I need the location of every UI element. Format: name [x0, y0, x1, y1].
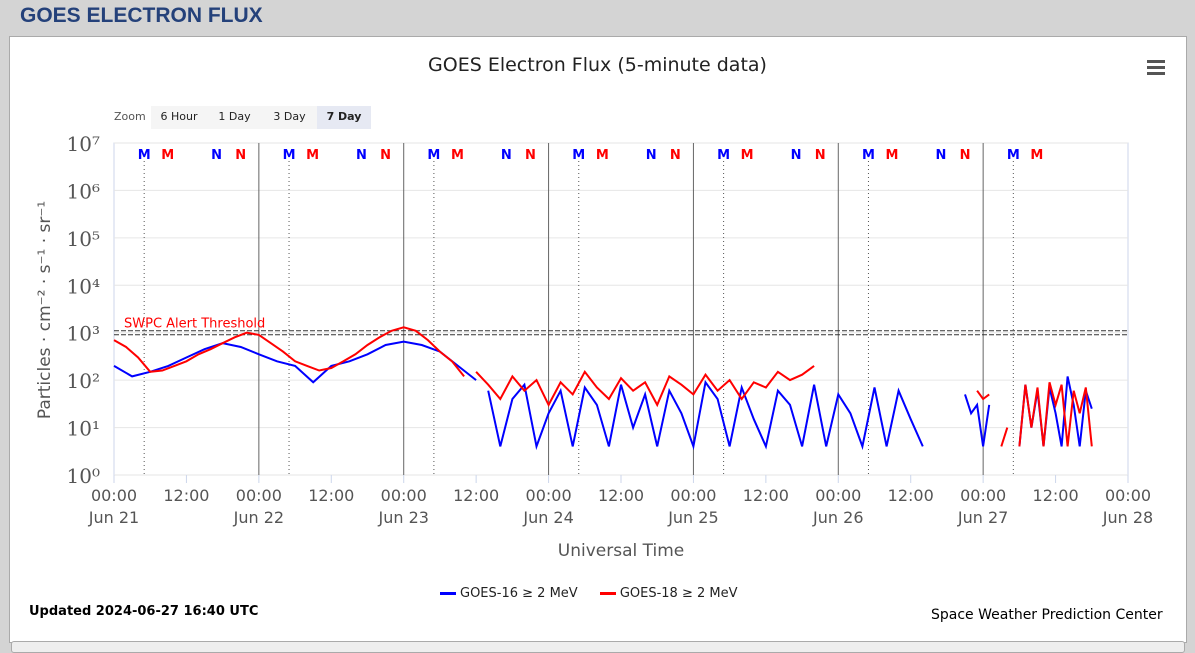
local-time-marker: M — [1007, 148, 1020, 163]
series-line-goes18 — [1018, 382, 1093, 447]
x-tick-date: Jun 22 — [233, 508, 284, 527]
series-line-goes18 — [976, 390, 990, 401]
series-line-goes18 — [475, 365, 815, 408]
local-time-marker: N — [646, 148, 657, 163]
series-line-goes16 — [113, 340, 477, 384]
y-tick-label: 10¹ — [67, 417, 100, 441]
local-time-marker: M — [306, 148, 319, 163]
legend-label: GOES-18 ≥ 2 MeV — [619, 586, 738, 601]
updated-timestamp: Updated 2024-06-27 16:40 UTC — [29, 604, 259, 619]
y-tick-label: 10³ — [67, 322, 100, 346]
series-line-goes18 — [1000, 427, 1009, 447]
legend: GOES-16 ≥ 2 MeV GOES-18 ≥ 2 MeV — [440, 586, 738, 601]
local-time-marker: N — [815, 148, 826, 163]
local-time-marker: N — [960, 148, 971, 163]
x-tick-time: 12:00 — [163, 486, 209, 505]
zoom-label: Zoom — [114, 110, 146, 123]
series-line-goes16 — [487, 379, 924, 451]
local-time-marker: M — [283, 148, 296, 163]
local-time-marker: M — [427, 148, 440, 163]
page-header: GOES ELECTRON FLUX — [20, 4, 263, 27]
local-time-marker: M — [596, 148, 609, 163]
chart-title: GOES Electron Flux (5-minute data) — [428, 54, 767, 76]
local-time-marker: M — [572, 148, 585, 163]
x-tick-time: 00:00 — [670, 486, 716, 505]
chart-panel — [9, 36, 1187, 643]
x-tick-date: Jun 24 — [522, 508, 573, 527]
x-tick-date: Jun 27 — [957, 508, 1008, 527]
x-tick-time: 00:00 — [381, 486, 427, 505]
local-time-marker: N — [235, 148, 246, 163]
x-tick-time: 00:00 — [91, 486, 137, 505]
local-time-marker: M — [1030, 148, 1043, 163]
x-tick-date: Jun 25 — [667, 508, 718, 527]
local-time-marker: N — [501, 148, 512, 163]
legend-item-goes16[interactable]: GOES-16 ≥ 2 MeV — [440, 586, 578, 601]
local-time-marker: N — [791, 148, 802, 163]
x-tick-time: 12:00 — [743, 486, 789, 505]
x-tick-time: 12:00 — [598, 486, 644, 505]
zoom-3-day-button[interactable]: 3 Day — [262, 106, 317, 129]
credit-text: Space Weather Prediction Center — [931, 607, 1163, 623]
y-tick-label: 10⁴ — [67, 274, 100, 298]
y-tick-label: 10² — [67, 369, 100, 393]
x-tick-time: 00:00 — [815, 486, 861, 505]
local-time-marker: N — [356, 148, 367, 163]
local-time-marker: M — [741, 148, 754, 163]
x-tick-date: Jun 26 — [812, 508, 863, 527]
x-tick-date: Jun 28 — [1102, 508, 1153, 527]
zoom-7-day-button[interactable]: 7 Day — [317, 106, 371, 129]
series-line-goes16 — [964, 394, 991, 447]
hamburger-menu-icon[interactable] — [1147, 60, 1165, 78]
zoom-6-hour-button[interactable]: 6 Hour — [151, 106, 207, 129]
local-time-marker: N — [670, 148, 681, 163]
x-tick-time: 00:00 — [526, 486, 572, 505]
legend-label: GOES-16 ≥ 2 MeV — [460, 586, 578, 601]
local-time-marker: M — [451, 148, 464, 163]
threshold-label: SWPC Alert Threshold — [124, 317, 265, 332]
x-tick-time: 00:00 — [236, 486, 282, 505]
local-time-marker: M — [886, 148, 899, 163]
y-tick-label: 10⁵ — [67, 227, 100, 251]
local-time-marker: M — [862, 148, 875, 163]
local-time-marker: N — [380, 148, 391, 163]
y-tick-label: 10⁷ — [67, 132, 100, 156]
local-time-marker: M — [138, 148, 151, 163]
x-tick-time: 00:00 — [1105, 486, 1151, 505]
x-tick-time: 12:00 — [308, 486, 354, 505]
local-time-marker: M — [161, 148, 174, 163]
x-tick-time: 12:00 — [888, 486, 934, 505]
next-panel — [11, 641, 1185, 653]
local-time-marker: N — [935, 148, 946, 163]
y-tick-label: 10⁰ — [67, 464, 100, 488]
x-tick-time: 00:00 — [960, 486, 1006, 505]
x-tick-time: 12:00 — [453, 486, 499, 505]
zoom-1-day-button[interactable]: 1 Day — [207, 106, 262, 129]
local-time-marker: M — [717, 148, 730, 163]
local-time-marker: N — [211, 148, 222, 163]
x-tick-date: Jun 23 — [377, 508, 428, 527]
plot-area — [113, 142, 1129, 476]
y-axis-label: Particles · cm⁻² · s⁻¹ · sr⁻¹ — [35, 201, 55, 419]
y-tick-label: 10⁶ — [67, 179, 100, 203]
local-time-marker: N — [525, 148, 536, 163]
x-tick-time: 12:00 — [1033, 486, 1079, 505]
legend-item-goes18[interactable]: GOES-18 ≥ 2 MeV — [599, 586, 738, 601]
x-tick-date: Jun 21 — [88, 508, 139, 527]
x-axis-label: Universal Time — [558, 541, 684, 561]
series-line-goes18 — [113, 326, 465, 378]
